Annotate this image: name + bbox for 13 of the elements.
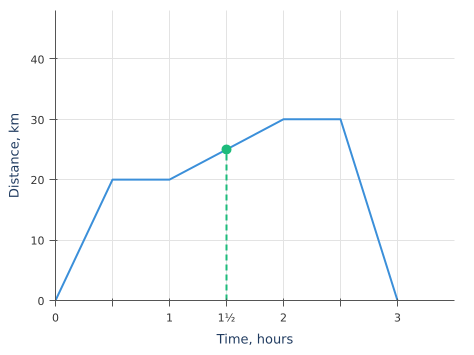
x-axis-title: Time, hours xyxy=(216,332,294,348)
x-tick-label: 1½ xyxy=(218,312,236,324)
x-tick-label: 2 xyxy=(280,312,287,324)
x-tick-label: 0 xyxy=(52,312,59,324)
y-tick-label: 20 xyxy=(30,174,45,188)
y-tick-label: 40 xyxy=(30,53,45,66)
y-tick-label: 10 xyxy=(30,234,45,248)
y-tick-label: 30 xyxy=(30,114,45,127)
x-tick-label: 1 xyxy=(166,312,173,324)
y-tick-label: 0 xyxy=(38,295,44,308)
x-tick-label: 3 xyxy=(394,312,401,324)
y-axis-title: Distance, km xyxy=(8,112,23,198)
line-series xyxy=(56,118,398,300)
